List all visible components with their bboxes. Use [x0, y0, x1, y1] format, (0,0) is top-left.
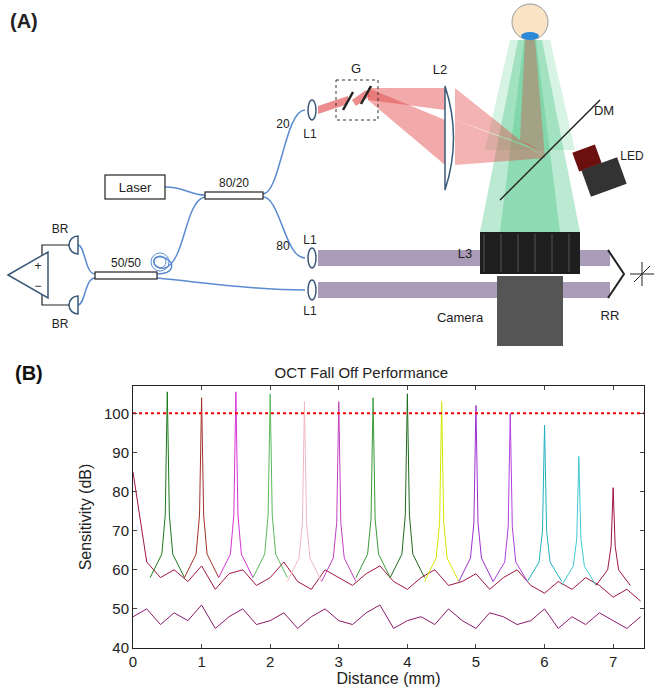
svg-text:40: 40 — [112, 639, 129, 656]
svg-text:(B): (B) — [15, 362, 43, 384]
svg-text:80/20: 80/20 — [219, 176, 249, 190]
svg-text:7: 7 — [609, 653, 617, 670]
svg-text:+: + — [34, 259, 41, 273]
svg-text:2: 2 — [266, 653, 274, 670]
svg-text:RR: RR — [601, 308, 620, 323]
svg-text:80: 80 — [112, 483, 129, 500]
svg-text:L1: L1 — [303, 304, 317, 318]
svg-text:L2: L2 — [433, 62, 447, 77]
svg-text:Sensitivity (dB): Sensitivity (dB) — [77, 464, 94, 571]
svg-text:L1: L1 — [303, 233, 317, 247]
svg-text:L3: L3 — [458, 246, 472, 261]
svg-text:3: 3 — [335, 653, 343, 670]
svg-text:100: 100 — [104, 405, 129, 422]
svg-text:Laser: Laser — [119, 180, 152, 195]
svg-text:Distance (mm): Distance (mm) — [336, 670, 440, 687]
svg-text:70: 70 — [112, 522, 129, 539]
svg-text:6: 6 — [540, 653, 548, 670]
svg-text:60: 60 — [112, 561, 129, 578]
svg-text:−: − — [34, 279, 41, 293]
svg-text:L1: L1 — [303, 127, 317, 141]
svg-text:DM: DM — [594, 103, 614, 118]
svg-text:BR: BR — [52, 317, 69, 331]
svg-text:4: 4 — [403, 653, 411, 670]
svg-text:Camera: Camera — [437, 310, 484, 325]
svg-text:OCT Fall Off Performance: OCT Fall Off Performance — [275, 364, 449, 381]
svg-text:(A): (A) — [10, 10, 38, 32]
svg-text:0: 0 — [129, 653, 137, 670]
svg-text:90: 90 — [112, 444, 129, 461]
svg-text:80: 80 — [276, 239, 290, 253]
svg-text:BR: BR — [52, 222, 69, 236]
svg-text:50: 50 — [112, 600, 129, 617]
svg-text:20: 20 — [276, 117, 290, 131]
svg-text:G: G — [351, 61, 361, 76]
svg-text:1: 1 — [197, 653, 205, 670]
svg-text:LED: LED — [620, 149, 644, 163]
svg-text:5: 5 — [472, 653, 480, 670]
svg-text:50/50: 50/50 — [111, 256, 141, 270]
